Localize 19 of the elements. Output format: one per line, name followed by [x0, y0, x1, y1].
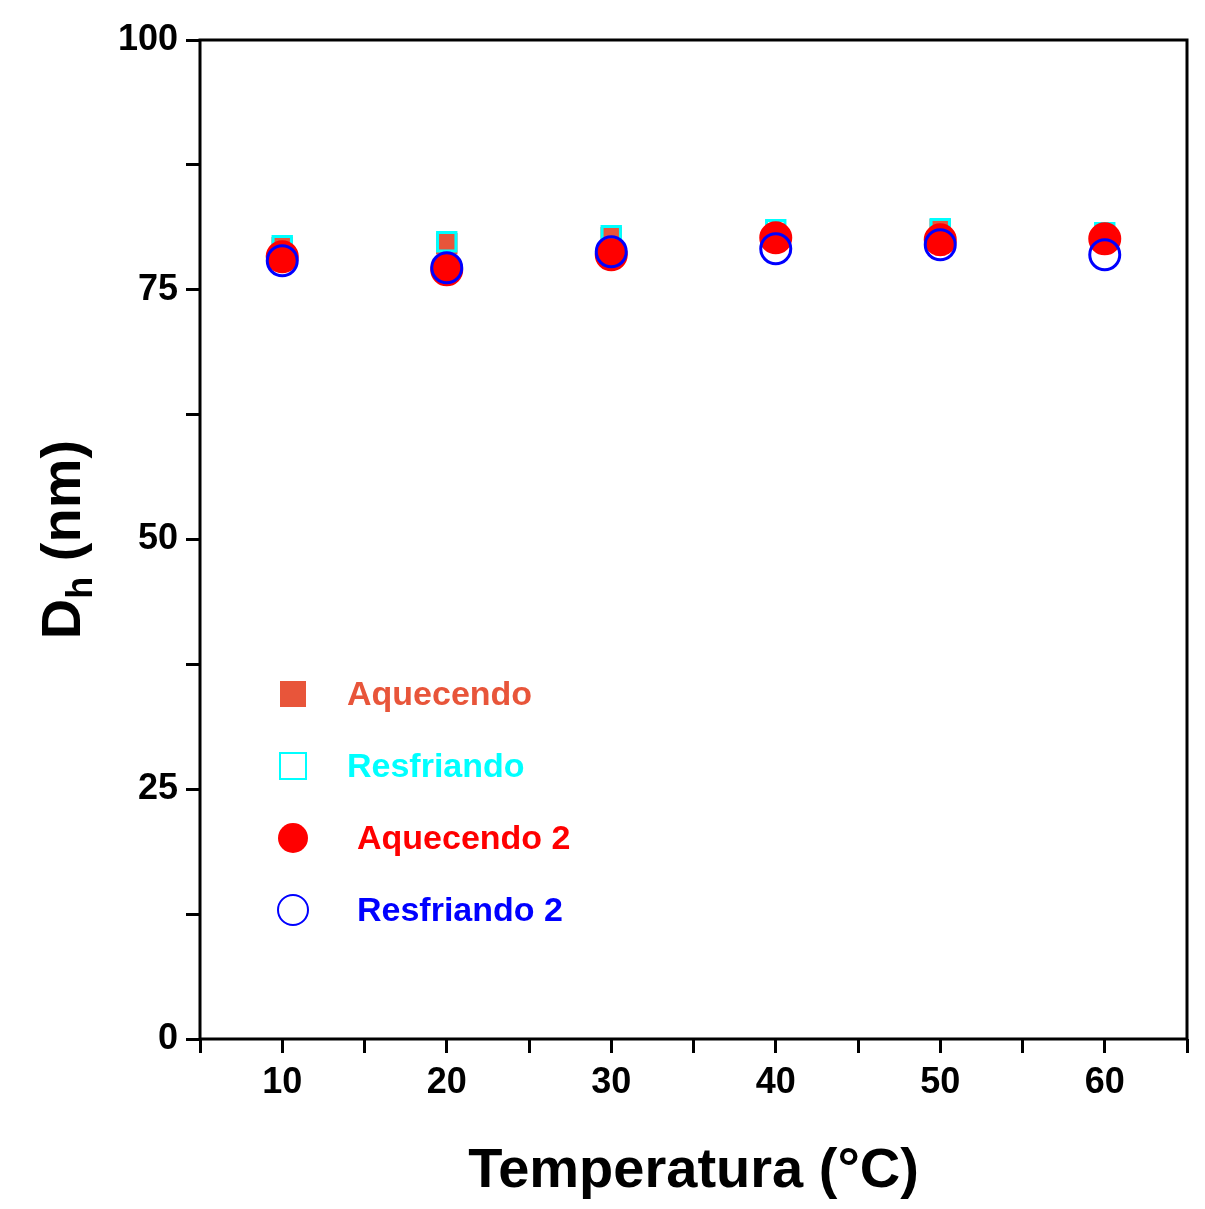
legend-label: Aquecendo	[347, 674, 533, 713]
y-tick-label: 25	[137, 766, 178, 808]
x-tick-label: 20	[426, 1059, 467, 1101]
x-axis-title: Temperatura (°C)	[468, 1135, 919, 1199]
legend-label: Aquecendo 2	[357, 818, 571, 857]
legend-label: Resfriando 2	[357, 890, 563, 929]
x-tick-label: 60	[1084, 1059, 1125, 1101]
x-tick-label: 40	[755, 1059, 796, 1101]
x-tick-label: 50	[920, 1059, 961, 1101]
y-tick-label: 100	[117, 16, 178, 58]
x-tick-label: 30	[591, 1059, 632, 1101]
y-tick-label: 0	[157, 1015, 178, 1057]
y-tick-label: 75	[137, 266, 178, 308]
y-axis-title: Dh (nm)	[29, 439, 100, 640]
legend-label: Resfriando	[347, 746, 525, 785]
point	[1088, 238, 1122, 272]
x-tick-label: 10	[262, 1059, 303, 1101]
y-tick-label: 50	[137, 516, 178, 558]
point	[759, 232, 793, 266]
